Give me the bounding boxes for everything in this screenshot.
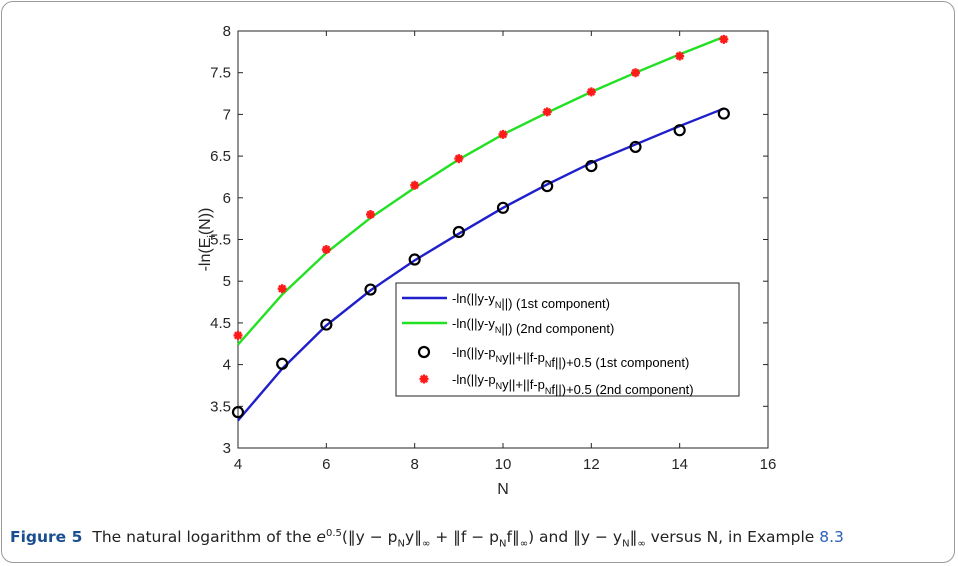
data-point-circle xyxy=(320,318,333,331)
legend-label-3: -ln(||y-pNy||+||f-pNf||)+0.5 (1st compon… xyxy=(452,345,689,370)
figure-caption: Figure 5 The natural logarithm of the e0.… xyxy=(10,528,950,549)
x-tick-label: 12 xyxy=(583,456,600,473)
x-tick-label: 4 xyxy=(234,456,242,473)
legend-label-2: -ln(||y-yN||) (2nd component) xyxy=(452,316,614,336)
y-tick-label: 3 xyxy=(223,440,231,457)
formula-part: ) and ‖y − y xyxy=(528,528,623,547)
data-point-circle xyxy=(585,160,598,173)
y-tick-label: 3.5 xyxy=(210,398,231,415)
formula-part: (‖y − p xyxy=(341,528,398,547)
legend-box xyxy=(395,282,740,397)
formula-exponent: 0.5 xyxy=(325,528,342,539)
data-point-circle xyxy=(629,140,642,154)
y-axis-label: -ln(Ei(N)) xyxy=(197,208,218,272)
formula-sub: ∞ xyxy=(421,538,431,550)
y-tick-label: 5 xyxy=(223,273,231,290)
y-tick-label: 7 xyxy=(223,106,231,123)
chart: 4 6 8 10 12 14 16 3 3.5 4 4.5 5 5.5 6 6.5 7 7.5 8 N -ln(… xyxy=(197,23,777,498)
x-tick-label: 10 xyxy=(495,456,512,473)
legend-swatch-circle xyxy=(417,345,431,359)
formula-part: + ‖f − p xyxy=(430,528,500,547)
y-tick-label: 4 xyxy=(223,357,231,374)
y-tick-label: 8 xyxy=(223,23,231,40)
y-tick-label: 4.5 xyxy=(210,315,231,332)
data-point-star xyxy=(410,180,420,190)
formula-sub: N xyxy=(397,538,406,550)
example-reference-link[interactable]: 8.3 xyxy=(819,528,844,547)
series-group xyxy=(237,35,725,422)
figure-label: Figure 5 xyxy=(10,528,83,547)
caption-text-end: versus N, in Example xyxy=(645,528,820,547)
formula-sub: N xyxy=(622,538,630,550)
formula-part: f‖ xyxy=(506,528,520,547)
legend: -ln(||y-yN||) (1st component) -ln(||y-yN|… xyxy=(395,282,740,397)
data-point-circle xyxy=(452,225,465,239)
formula-part: ‖ xyxy=(629,528,638,547)
y-axis: 3 3.5 4 4.5 5 5.5 6 6.5 7 7.5 8 xyxy=(210,23,768,457)
data-point-circle xyxy=(673,124,686,137)
data-point-circle xyxy=(717,107,730,120)
data-point-circle xyxy=(276,357,289,370)
data-point-star xyxy=(233,330,243,340)
markers-group xyxy=(231,34,730,419)
data-point-star xyxy=(631,68,640,78)
y-tick-label: 6 xyxy=(223,190,231,207)
data-point-star xyxy=(366,209,375,219)
data-point-circle xyxy=(231,406,245,419)
formula-part: y‖ xyxy=(405,528,422,547)
data-point-star xyxy=(586,87,596,97)
x-axis-label: N xyxy=(497,481,509,498)
data-point-circle xyxy=(408,253,421,266)
y-tick-label: 7.5 xyxy=(210,65,231,82)
caption-text: The natural logarithm of the xyxy=(92,528,317,547)
data-point-circle xyxy=(496,201,510,214)
data-point-circle xyxy=(541,180,554,193)
series-line-1 xyxy=(237,107,725,422)
data-point-star xyxy=(277,284,287,294)
formula-sub: ∞ xyxy=(519,538,529,550)
legend-label-1: -ln(||y-yN||) (1st component) xyxy=(452,291,610,311)
x-tick-label: 16 xyxy=(760,456,777,473)
x-tick-label: 14 xyxy=(671,456,688,473)
data-point-star xyxy=(719,34,729,44)
legend-label-4: -ln(||y-pNy||+||f-pNf||)+0.5 (2nd compon… xyxy=(452,372,694,397)
data-point-star xyxy=(321,245,331,255)
data-point-star xyxy=(542,107,552,117)
legend-swatch-star xyxy=(419,374,429,384)
x-tick-label: 8 xyxy=(410,456,418,473)
x-axis: 4 6 8 10 12 14 16 xyxy=(234,31,777,473)
data-point-star xyxy=(454,154,464,164)
y-tick-label: 5.5 xyxy=(210,232,231,249)
formula-e: e xyxy=(316,528,326,547)
x-tick-label: 6 xyxy=(322,456,330,473)
data-point-star xyxy=(675,51,685,61)
y-tick-label: 6.5 xyxy=(210,148,231,165)
data-point-circle xyxy=(364,283,377,296)
series-line-2 xyxy=(237,35,725,346)
data-point-star xyxy=(498,129,508,139)
formula-sub: N xyxy=(499,538,507,550)
formula-sub: ∞ xyxy=(637,538,646,550)
